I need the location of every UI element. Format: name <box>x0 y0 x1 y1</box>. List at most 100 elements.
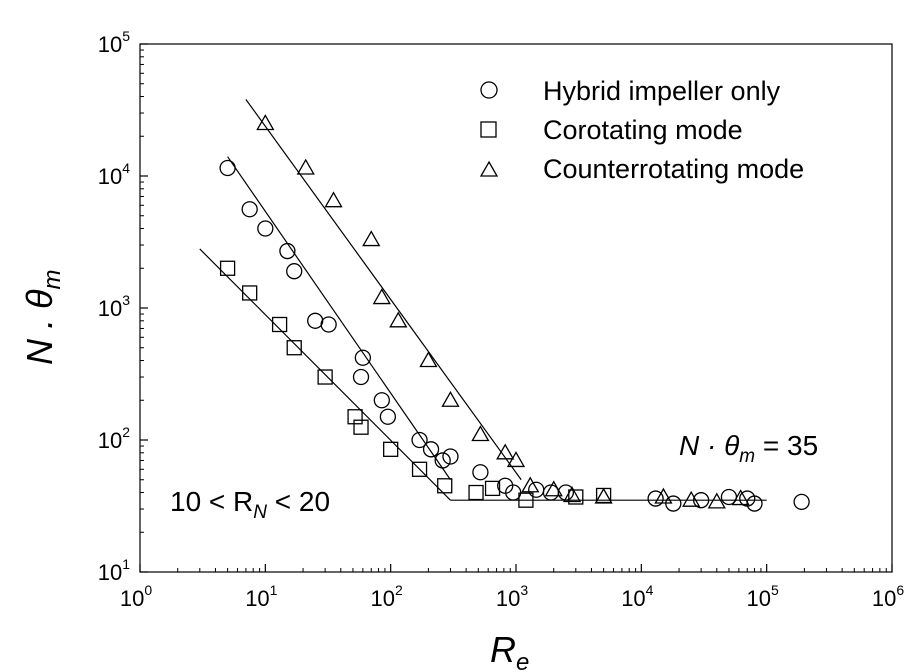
x-tick-label: 106 <box>872 582 904 611</box>
y-axis-title-sub: m <box>39 269 66 289</box>
point-circle <box>647 490 664 507</box>
point-triangle <box>256 114 275 131</box>
plot-frame <box>139 43 893 573</box>
y-tick-label: 104 <box>98 160 130 189</box>
y-axis-title-main: N . θ <box>19 289 60 365</box>
point-circle <box>528 481 545 498</box>
point-triangle <box>441 390 460 407</box>
point-triangle <box>707 492 726 509</box>
y-axis-title: N . θm <box>19 269 66 365</box>
point-circle <box>793 493 810 510</box>
point-circle <box>373 392 390 409</box>
fit-line-0 <box>227 156 451 481</box>
plateau-annotation: N · θm = 35 <box>679 430 818 467</box>
point-triangle <box>496 443 515 460</box>
point-square <box>219 260 236 276</box>
x-axis: 100 101 102 103 104 105 106 <box>120 564 904 611</box>
y-axis: 101 102 103 104 105 <box>98 28 148 585</box>
x-tick-label: 101 <box>245 582 277 611</box>
x-axis-title: Re <box>490 629 529 672</box>
point-circle <box>354 349 372 366</box>
y-tick-label: 101 <box>98 556 130 585</box>
point-triangle <box>419 351 438 368</box>
point-circle <box>746 495 763 512</box>
plateau-annotation-sub: m <box>739 446 755 467</box>
fit-line-2 <box>245 99 522 481</box>
legend-triangle-marker <box>479 160 499 177</box>
point-circle <box>352 368 370 386</box>
point-circle <box>422 441 440 458</box>
point-triangle <box>544 480 563 497</box>
point-triangle <box>506 451 526 468</box>
x-tick-label: 103 <box>496 582 528 611</box>
point-triangle <box>296 158 315 175</box>
point-square <box>317 369 333 385</box>
legend-label-counterrotating: Counterrotating mode <box>543 154 804 184</box>
point-circle <box>411 431 428 449</box>
point-triangle <box>682 490 701 507</box>
legend-label-corotating: Corotating mode <box>543 115 743 145</box>
point-square <box>347 409 363 425</box>
point-square <box>437 478 453 494</box>
legend: Hybrid impeller only Corotating mode Cou… <box>479 76 804 184</box>
point-triangle <box>521 476 540 493</box>
plateau-annotation-left: N · θ <box>679 430 739 461</box>
range-annotation: 10 < RN < 20 <box>170 486 330 523</box>
point-circle <box>692 492 710 509</box>
point-triangle <box>372 288 391 305</box>
point-square <box>242 285 258 301</box>
point-triangle <box>562 486 582 503</box>
point-circle <box>219 159 236 177</box>
fit-line-1 <box>199 248 451 501</box>
point-square <box>568 489 584 505</box>
point-triangle <box>362 230 381 247</box>
x-tick-label: 100 <box>120 582 152 611</box>
point-circle <box>307 312 324 329</box>
point-square <box>411 461 428 477</box>
point-circle <box>279 242 296 260</box>
point-square <box>468 484 484 501</box>
point-square <box>353 419 369 435</box>
data-points <box>219 114 810 512</box>
point-square <box>271 316 288 333</box>
legend-item-corotating: Corotating mode <box>480 115 743 145</box>
y-tick-label: 105 <box>98 28 130 57</box>
point-circle <box>320 316 337 333</box>
y-tick-label: 102 <box>98 424 130 453</box>
point-circle <box>241 201 258 218</box>
point-square <box>286 340 302 356</box>
point-triangle <box>389 311 408 328</box>
x-tick-label: 102 <box>371 582 403 611</box>
point-square <box>518 492 534 508</box>
x-axis-title-sub: e <box>516 649 529 672</box>
range-annotation-sub: N <box>253 502 267 523</box>
plateau-annotation-right: = 35 <box>755 430 818 461</box>
point-circle <box>557 484 575 501</box>
range-annotation-right: < 20 <box>267 486 330 517</box>
legend-label-hybrid: Hybrid impeller only <box>543 76 781 106</box>
range-annotation-left: 10 < R <box>170 486 253 517</box>
legend-item-counterrotating: Counterrotating mode <box>479 154 804 184</box>
y-tick-label: 103 <box>98 292 130 321</box>
x-tick-label: 105 <box>747 582 779 611</box>
fit-lines <box>199 99 767 501</box>
point-circle <box>257 220 274 237</box>
legend-item-hybrid: Hybrid impeller only <box>480 76 781 106</box>
point-circle <box>379 408 397 425</box>
point-circle <box>442 448 459 465</box>
legend-square-marker <box>480 121 497 138</box>
point-triangle <box>654 487 673 504</box>
point-triangle <box>594 487 613 504</box>
point-circle <box>505 484 522 501</box>
legend-circle-marker <box>480 81 498 99</box>
point-circle <box>434 452 451 469</box>
point-triangle <box>324 191 343 208</box>
point-circle <box>286 263 303 280</box>
point-square <box>484 480 501 497</box>
x-tick-label: 104 <box>621 582 653 611</box>
point-triangle <box>471 425 490 442</box>
point-triangle <box>731 489 750 506</box>
point-square <box>383 441 399 457</box>
point-circle <box>472 464 489 481</box>
